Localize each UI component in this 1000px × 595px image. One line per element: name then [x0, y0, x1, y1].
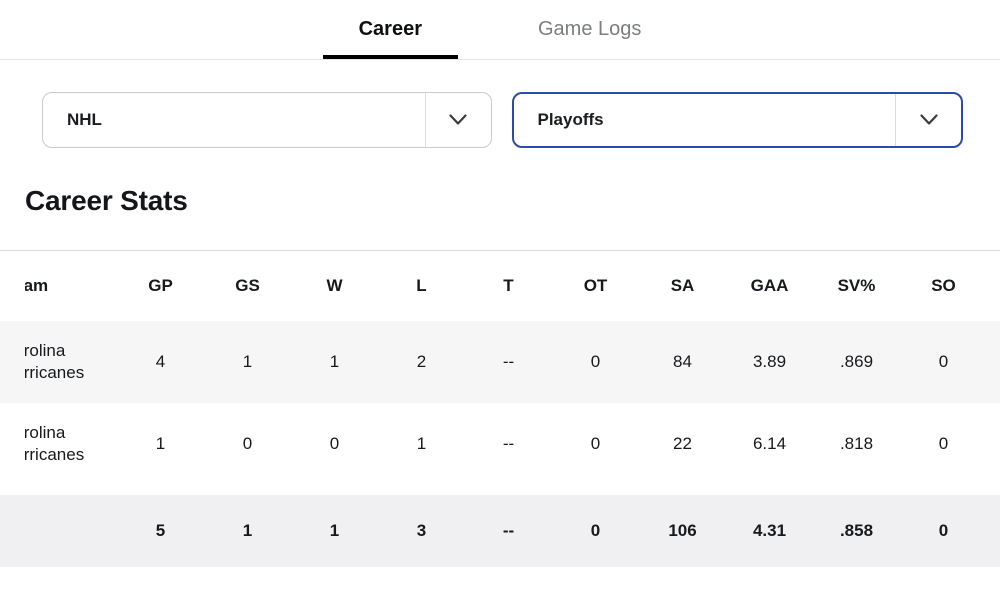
stat-ot: 0 — [590, 434, 601, 453]
stat-so: 0 — [938, 352, 949, 371]
chevron-down-icon — [895, 94, 961, 146]
season-type-dropdown-value: Playoffs — [537, 110, 604, 129]
page-title: Career Stats — [25, 185, 188, 216]
stat-svpct: .818 — [839, 434, 874, 453]
column-header-gs: GS — [235, 276, 260, 295]
stat-t: -- — [502, 434, 515, 453]
stat-gaa: 6.14 — [752, 434, 787, 453]
column-header-l: L — [416, 276, 427, 295]
tab-bar: Career Game Logs — [0, 0, 1000, 60]
column-header-so: SO — [931, 276, 956, 295]
stat-w: 0 — [329, 434, 340, 453]
total-gs: 1 — [242, 521, 253, 540]
total-gp: 5 — [155, 521, 166, 540]
stat-gaa: 3.89 — [752, 352, 787, 371]
tab-career-label: Career — [358, 18, 422, 40]
chevron-down-icon — [424, 93, 491, 147]
column-header-gp: GP — [148, 276, 173, 295]
total-ot: 0 — [590, 521, 601, 540]
stat-sa: 84 — [673, 352, 692, 371]
column-header-svpct: SV% — [837, 276, 876, 295]
league-dropdown-value: NHL — [67, 110, 102, 129]
stat-svpct: .869 — [839, 352, 874, 371]
stat-so: 0 — [938, 434, 949, 453]
stat-ot: 0 — [590, 352, 601, 371]
table-row: Carolina Hurricanes 4 1 1 2 -- 0 84 3.89… — [0, 321, 1000, 403]
stat-gp: 4 — [155, 352, 166, 371]
career-stats-table: Team GP GS W L T OT SA GAA SV% SO Caroli… — [0, 250, 1000, 567]
table-header-row: Team GP GS W L T OT SA GAA SV% SO — [0, 251, 1000, 321]
filters-row: NHL Playoffs — [42, 92, 963, 148]
column-header-t: T — [503, 276, 514, 295]
tab-game-logs-label: Game Logs — [538, 18, 642, 40]
total-l: 3 — [416, 521, 427, 540]
column-header-team: Team — [25, 276, 49, 295]
team-name-cell: Carolina Hurricanes — [25, 341, 85, 382]
stat-gp: 1 — [155, 434, 166, 453]
stat-sa: 22 — [673, 434, 692, 453]
total-w: 1 — [329, 521, 340, 540]
total-t: -- — [502, 521, 515, 540]
stat-gs: 0 — [242, 434, 253, 453]
stat-gs: 1 — [242, 352, 253, 371]
total-so: 0 — [938, 521, 949, 540]
tab-career[interactable]: Career — [322, 0, 459, 59]
column-header-w: W — [326, 276, 343, 295]
tab-game-logs[interactable]: Game Logs — [502, 0, 677, 59]
stat-w: 1 — [329, 352, 340, 371]
table-row: Carolina Hurricanes 1 0 0 1 -- 0 22 6.14… — [0, 403, 1000, 485]
stat-l: 2 — [416, 352, 427, 371]
stat-t: -- — [502, 352, 515, 371]
stat-l: 1 — [416, 434, 427, 453]
season-type-dropdown[interactable]: Playoffs — [511, 92, 963, 148]
total-gaa: 4.31 — [752, 521, 787, 540]
column-header-gaa: GAA — [750, 276, 789, 295]
table-totals-row: 5 1 1 3 -- 0 106 4.31 .858 0 — [0, 495, 1000, 567]
column-header-ot: OT — [583, 276, 608, 295]
team-name-cell: Carolina Hurricanes — [25, 423, 85, 464]
league-dropdown[interactable]: NHL — [42, 92, 492, 148]
total-sa: 106 — [668, 521, 697, 540]
total-svpct: .858 — [839, 521, 874, 540]
column-header-sa: SA — [670, 276, 695, 295]
